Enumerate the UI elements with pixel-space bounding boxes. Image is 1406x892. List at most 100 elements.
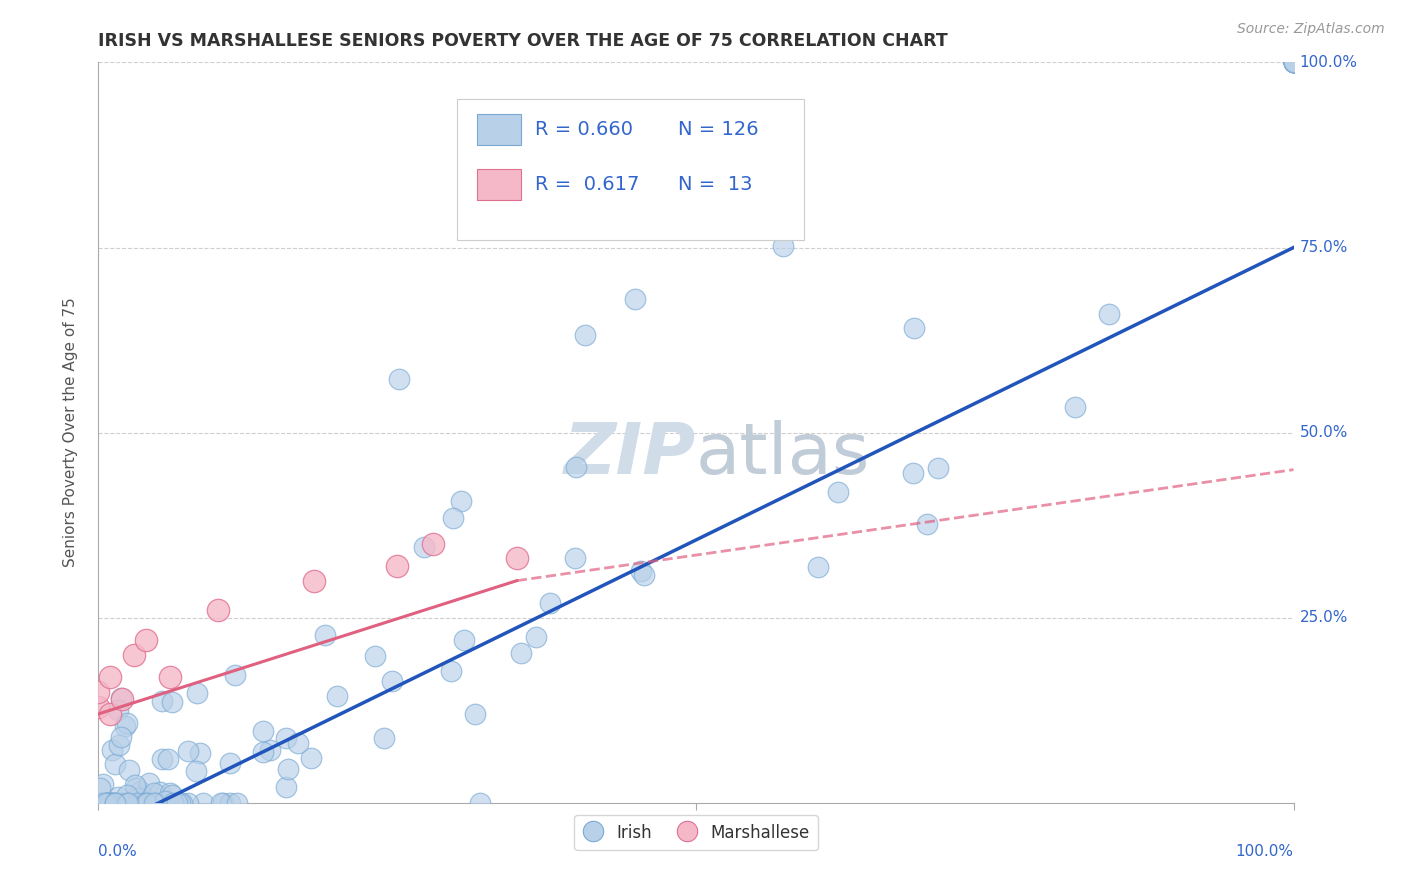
Point (574, 328, 596, 343)
Point (87, 699, 110, 714)
Text: 25.0%: 25.0% (1299, 610, 1348, 625)
Point (373, 731, 395, 745)
FancyBboxPatch shape (457, 99, 804, 240)
Point (117, 796, 139, 810)
Point (218, 756, 240, 770)
Point (132, 796, 155, 810)
Point (207, 603, 229, 617)
Point (224, 667, 246, 681)
Point (772, 238, 794, 252)
Point (422, 536, 444, 550)
Point (686, 189, 709, 203)
Point (212, 796, 235, 810)
Text: R =  0.617: R = 0.617 (534, 175, 638, 194)
Point (111, 692, 134, 706)
Point (108, 796, 131, 810)
Point (142, 796, 165, 810)
Point (1063, 400, 1085, 414)
Point (125, 796, 148, 810)
Point (385, 558, 409, 573)
Point (96, 796, 118, 810)
Point (903, 321, 925, 335)
Point (364, 648, 387, 663)
Point (110, 730, 132, 744)
Point (1282, 55, 1305, 70)
Point (90, 796, 112, 810)
Point (138, 796, 160, 810)
Point (91, 777, 114, 791)
Point (184, 764, 207, 778)
Point (252, 745, 274, 759)
Point (441, 510, 464, 524)
Text: 100.0%: 100.0% (1236, 844, 1294, 858)
Legend: Irish, Marshallese: Irish, Marshallese (575, 815, 817, 850)
Point (155, 794, 177, 808)
Point (1282, 55, 1305, 70)
Point (160, 788, 183, 802)
Point (1282, 55, 1305, 70)
Text: atlas: atlas (696, 420, 870, 490)
Point (96, 796, 118, 810)
Point (100, 796, 122, 810)
Point (412, 541, 434, 555)
Point (115, 796, 138, 810)
Point (94, 796, 117, 810)
Point (314, 627, 336, 641)
Point (89, 781, 111, 796)
Point (177, 744, 200, 758)
Point (807, 559, 830, 574)
Point (149, 785, 172, 799)
Point (135, 632, 157, 647)
Point (117, 796, 139, 810)
Point (134, 791, 156, 805)
Point (219, 796, 242, 810)
Point (510, 646, 533, 660)
Point (124, 648, 146, 662)
Point (470, 796, 492, 810)
FancyBboxPatch shape (477, 113, 522, 145)
Point (381, 674, 404, 689)
Point (506, 551, 529, 566)
Point (124, 781, 146, 796)
Point (150, 694, 173, 708)
Point (101, 743, 124, 757)
FancyBboxPatch shape (477, 169, 522, 200)
Point (325, 689, 347, 703)
Point (150, 751, 173, 765)
Point (107, 789, 129, 804)
Point (209, 796, 232, 810)
Point (623, 292, 645, 306)
Point (188, 746, 211, 760)
Point (115, 715, 138, 730)
Point (1282, 55, 1305, 70)
Point (104, 796, 127, 810)
Point (630, 565, 652, 579)
Point (1098, 307, 1121, 321)
Text: N =  13: N = 13 (678, 175, 752, 194)
Point (524, 630, 547, 644)
Point (225, 796, 247, 810)
Point (98, 706, 122, 721)
Point (169, 796, 191, 810)
Point (135, 796, 157, 810)
Point (118, 764, 141, 778)
Point (1282, 55, 1305, 70)
Point (96, 796, 118, 810)
Point (98, 796, 121, 810)
Point (287, 736, 309, 750)
Point (1282, 55, 1305, 70)
Point (160, 695, 183, 709)
Point (124, 778, 146, 792)
Point (464, 706, 486, 721)
Point (827, 484, 849, 499)
Point (98, 796, 121, 810)
Point (1282, 55, 1305, 70)
Point (565, 459, 588, 474)
Point (903, 466, 925, 480)
Point (259, 743, 281, 757)
Text: 100.0%: 100.0% (1299, 55, 1358, 70)
Point (98, 670, 122, 684)
Text: 75.0%: 75.0% (1299, 240, 1348, 255)
Point (108, 738, 131, 752)
Point (299, 751, 322, 765)
